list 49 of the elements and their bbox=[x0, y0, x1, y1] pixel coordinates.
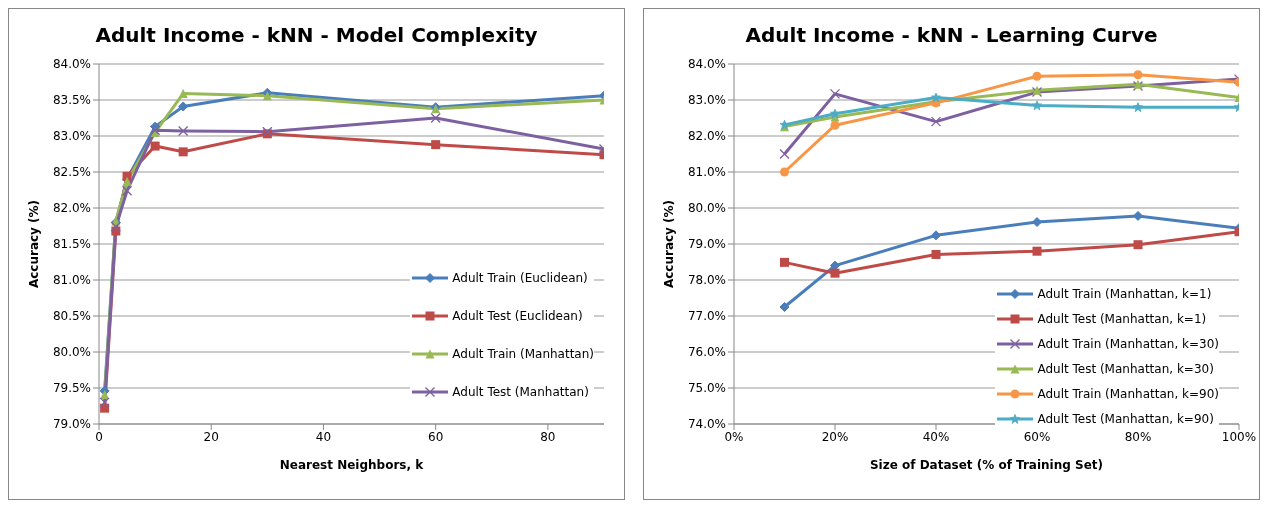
legend-label: Adult Test (Euclidean) bbox=[452, 309, 583, 323]
y-tick-label: 83.0% bbox=[687, 93, 726, 108]
y-tick-label: 74.0% bbox=[687, 417, 726, 432]
legend-label: Adult Test (Manhattan) bbox=[452, 385, 589, 399]
x-tick-label: 20% bbox=[821, 429, 849, 444]
legend-label: Adult Train (Manhattan, k=1) bbox=[1037, 286, 1212, 301]
y-tick-label: 81.5% bbox=[52, 237, 91, 252]
legend-label: Adult Test (Manhattan, k=90) bbox=[1037, 411, 1214, 426]
y-tick-label: 81.0% bbox=[687, 165, 726, 180]
y-tick-label: 82.0% bbox=[687, 129, 726, 144]
x-tick-label: 40 bbox=[315, 429, 332, 444]
y-tick-label: 76.0% bbox=[687, 345, 726, 360]
x-tick-label: 60% bbox=[1023, 429, 1051, 444]
x-axis-title: Nearest Neighbors, k bbox=[279, 458, 425, 472]
y-tick-label: 82.0% bbox=[52, 201, 91, 216]
legend-label: Adult Test (Manhattan, k=30) bbox=[1037, 361, 1214, 376]
y-tick-label: 77.0% bbox=[687, 309, 726, 324]
y-tick-label: 83.0% bbox=[52, 129, 91, 144]
y-tick-label: 80.5% bbox=[52, 309, 91, 324]
y-axis-title: Accuracy (%) bbox=[662, 199, 677, 289]
y-tick-label: 80.0% bbox=[52, 345, 91, 360]
y-tick-label: 79.0% bbox=[52, 417, 91, 432]
chart-title: Adult Income - kNN - Learning Curve bbox=[744, 23, 1159, 47]
x-tick-label: 0 bbox=[95, 429, 103, 444]
y-tick-label: 81.0% bbox=[52, 273, 91, 288]
x-tick-label: 80 bbox=[540, 429, 556, 444]
x-tick-label: 20 bbox=[203, 429, 219, 444]
legend-label: Adult Train (Manhattan, k=30) bbox=[1037, 336, 1219, 351]
y-tick-label: 80.0% bbox=[687, 201, 726, 216]
y-tick-label: 84.0% bbox=[687, 57, 726, 72]
y-axis-title: Accuracy (%) bbox=[27, 199, 42, 289]
y-tick-label: 75.0% bbox=[687, 381, 726, 396]
legend-label: Adult Train (Manhattan) bbox=[452, 347, 594, 361]
x-tick-label: 0% bbox=[724, 429, 744, 444]
legend-label: Adult Train (Euclidean) bbox=[452, 271, 588, 285]
x-tick-label: 100% bbox=[1221, 429, 1257, 444]
chart-title: Adult Income - kNN - Model Complexity bbox=[94, 23, 539, 47]
y-tick-label: 83.5% bbox=[52, 93, 91, 108]
x-tick-label: 40% bbox=[922, 429, 950, 444]
y-tick-label: 79.5% bbox=[52, 381, 91, 396]
legend-label: Adult Train (Manhattan, k=90) bbox=[1037, 386, 1219, 401]
x-axis-title: Size of Dataset (% of Training Set) bbox=[869, 458, 1104, 472]
y-tick-label: 84.0% bbox=[52, 57, 91, 72]
x-tick-label: 60 bbox=[428, 429, 444, 444]
legend-label: Adult Test (Manhattan, k=1) bbox=[1037, 311, 1207, 326]
y-tick-label: 79.0% bbox=[687, 237, 726, 252]
x-tick-label: 80% bbox=[1124, 429, 1152, 444]
y-tick-label: 82.5% bbox=[52, 165, 91, 180]
y-tick-label: 78.0% bbox=[687, 273, 726, 288]
